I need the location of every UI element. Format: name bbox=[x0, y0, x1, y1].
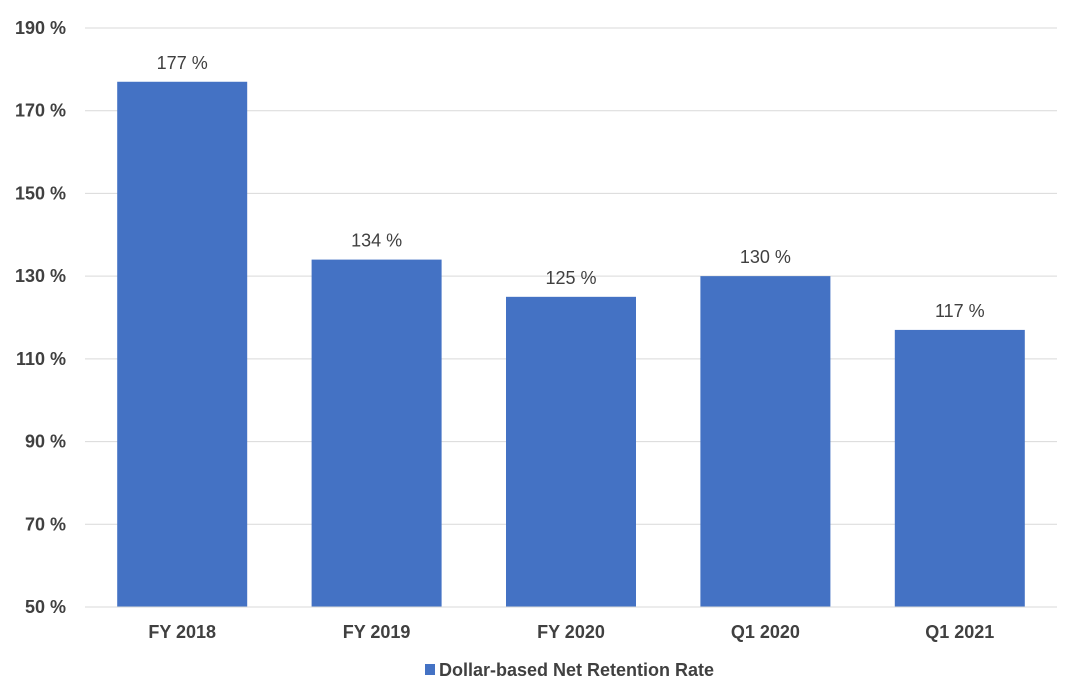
x-tick-label: Q1 2021 bbox=[925, 622, 994, 642]
bars bbox=[117, 81, 1025, 607]
y-tick-label: 110 % bbox=[16, 349, 66, 369]
bar bbox=[894, 329, 1025, 607]
data-labels: 177 % 134 % 125 % 130 % 117 % bbox=[157, 53, 985, 321]
legend-swatch bbox=[425, 664, 435, 675]
data-label: 117 % bbox=[935, 301, 985, 321]
legend-label: Dollar-based Net Retention Rate bbox=[439, 660, 714, 680]
y-tick-label: 90 % bbox=[25, 432, 66, 452]
data-label: 130 % bbox=[740, 247, 791, 267]
data-label: 125 % bbox=[545, 268, 596, 288]
bar bbox=[311, 259, 442, 607]
x-tick-label: FY 2019 bbox=[343, 622, 411, 642]
y-tick-label: 190 % bbox=[15, 18, 66, 38]
bar bbox=[117, 81, 248, 607]
y-tick-label: 170 % bbox=[15, 101, 66, 121]
y-tick-label: 130 % bbox=[15, 266, 66, 286]
x-tick-label: FY 2020 bbox=[537, 622, 605, 642]
x-axis: FY 2018 FY 2019 FY 2020 Q1 2020 Q1 2021 bbox=[85, 606, 1057, 642]
legend: Dollar-based Net Retention Rate bbox=[425, 660, 714, 680]
y-tick-label: 70 % bbox=[25, 514, 66, 534]
y-tick-label: 150 % bbox=[15, 183, 66, 203]
bar bbox=[506, 296, 636, 607]
y-tick-label: 50 % bbox=[25, 597, 66, 617]
data-label: 177 % bbox=[157, 53, 208, 73]
y-axis: 50 % 70 % 90 % 110 % 130 % 150 % 170 % 190 % bbox=[15, 18, 66, 617]
x-tick-label: FY 2018 bbox=[148, 622, 216, 642]
bar bbox=[700, 276, 831, 607]
x-tick-label: Q1 2020 bbox=[731, 622, 800, 642]
data-label: 134 % bbox=[351, 231, 402, 251]
